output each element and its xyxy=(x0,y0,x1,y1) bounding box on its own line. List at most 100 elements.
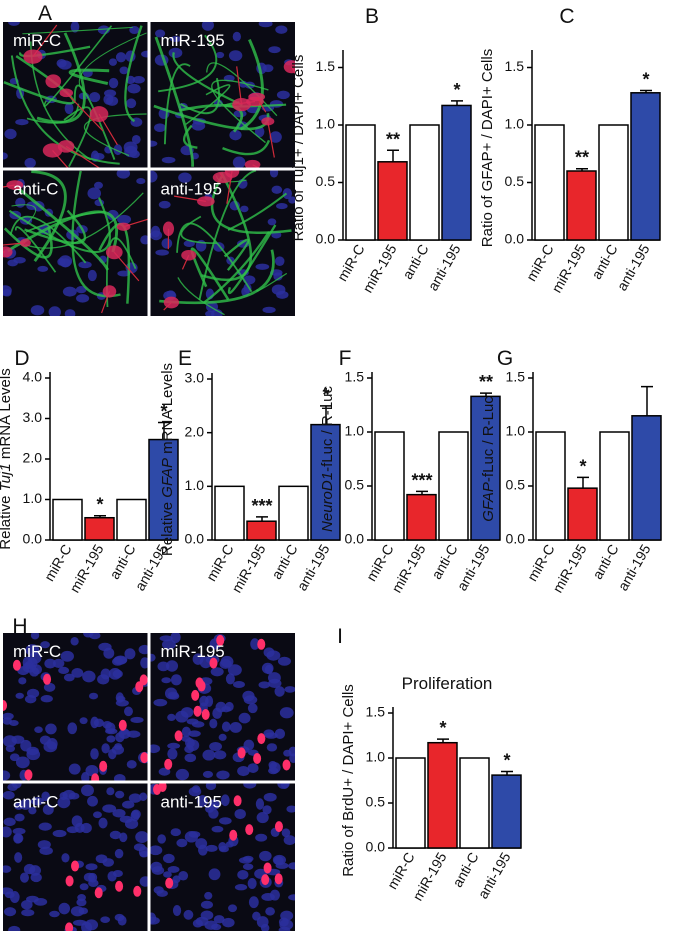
nucleus xyxy=(170,828,182,837)
nucleus xyxy=(205,844,218,852)
nucleus xyxy=(227,664,242,676)
nucleus xyxy=(71,668,84,678)
x-tick-label: anti-C xyxy=(268,542,301,582)
nucleus xyxy=(277,656,291,666)
nucleus xyxy=(79,883,89,891)
brdu-nucleus xyxy=(43,673,52,685)
nucleus xyxy=(158,200,171,209)
nucleus xyxy=(106,735,116,743)
nucleus xyxy=(261,893,275,901)
nucleus xyxy=(43,682,56,692)
nucleus xyxy=(7,259,18,267)
cell-body xyxy=(102,285,117,298)
neurite xyxy=(163,63,191,145)
nucleus xyxy=(263,792,277,802)
nucleus xyxy=(265,907,275,916)
nucleus xyxy=(267,672,281,684)
nucleus xyxy=(162,853,175,864)
nucleus xyxy=(106,96,119,106)
nucleus xyxy=(166,660,179,672)
nucleus xyxy=(109,830,122,840)
nucleus xyxy=(188,786,202,797)
bar xyxy=(246,520,277,541)
brdu-nucleus xyxy=(133,885,142,897)
nucleus xyxy=(49,910,60,918)
nucleus xyxy=(167,742,181,749)
bar xyxy=(441,104,472,241)
nucleus xyxy=(15,756,30,769)
significance-label: * xyxy=(503,751,510,771)
nucleus xyxy=(252,911,261,921)
bar xyxy=(214,485,245,541)
brdu-nucleus xyxy=(91,773,100,781)
nucleus xyxy=(233,681,245,689)
x-tick-label: anti-C xyxy=(428,542,461,582)
cell-body xyxy=(19,238,31,247)
bar xyxy=(630,92,661,241)
brdu-nucleus xyxy=(274,821,283,833)
nucleus xyxy=(26,688,40,699)
nucleus xyxy=(283,749,292,757)
bar xyxy=(116,498,147,541)
nucleus xyxy=(167,748,178,760)
neurite xyxy=(227,192,288,231)
nucleus xyxy=(76,294,90,303)
nucleus xyxy=(3,770,11,781)
micrograph-content xyxy=(150,633,295,781)
cell-body xyxy=(162,221,175,237)
nucleus xyxy=(80,822,92,834)
nucleus xyxy=(3,712,14,720)
y-tick-label: 0.5 xyxy=(366,794,386,810)
neurite xyxy=(203,231,270,304)
nucleus xyxy=(72,919,87,926)
nucleus xyxy=(20,739,32,752)
nucleus xyxy=(29,667,40,677)
bar xyxy=(534,124,565,241)
nucleus xyxy=(88,692,99,700)
micrograph-content xyxy=(3,170,148,316)
significance-label: * xyxy=(96,495,103,515)
nucleus xyxy=(210,667,224,677)
significance-label: ** xyxy=(479,372,493,392)
nucleus xyxy=(11,735,25,744)
nucleus xyxy=(117,270,131,277)
nucleus xyxy=(188,831,201,838)
neurite xyxy=(227,224,277,294)
nucleus xyxy=(276,290,289,299)
neurite xyxy=(8,197,111,254)
brdu-nucleus xyxy=(99,760,108,772)
nucleus xyxy=(242,855,254,862)
nucleus xyxy=(161,639,176,650)
significance-label: * xyxy=(439,718,446,738)
nucleus xyxy=(243,783,257,789)
cell-body xyxy=(23,49,43,64)
nucleus xyxy=(283,835,295,846)
significance-label: ** xyxy=(575,148,589,168)
nucleus xyxy=(175,710,189,723)
nucleus xyxy=(175,768,190,781)
bar xyxy=(598,124,629,241)
nucleus xyxy=(108,667,122,680)
nucleus xyxy=(220,655,234,668)
nucleus xyxy=(56,58,67,68)
brdu-nucleus xyxy=(94,887,103,899)
y-tick-label: 1.5 xyxy=(316,58,336,74)
neurite xyxy=(176,222,253,293)
error-bar xyxy=(640,89,652,93)
y-tick-label: 1.0 xyxy=(316,116,336,132)
brdu-nucleus xyxy=(174,730,183,742)
cell-body xyxy=(163,296,180,309)
micrograph-content xyxy=(150,22,295,168)
nucleus xyxy=(57,258,66,266)
x-tick-label: miR-C xyxy=(41,542,75,584)
nucleus xyxy=(3,790,15,800)
nucleus xyxy=(262,306,276,314)
nucleus xyxy=(70,22,80,33)
nucleus xyxy=(119,832,128,843)
y-axis-label-part: mRNA Levels xyxy=(159,363,176,458)
nucleus xyxy=(284,686,295,693)
nucleus xyxy=(234,808,246,820)
neurite xyxy=(10,55,120,165)
nucleus xyxy=(3,865,12,873)
nucleus xyxy=(40,641,50,649)
